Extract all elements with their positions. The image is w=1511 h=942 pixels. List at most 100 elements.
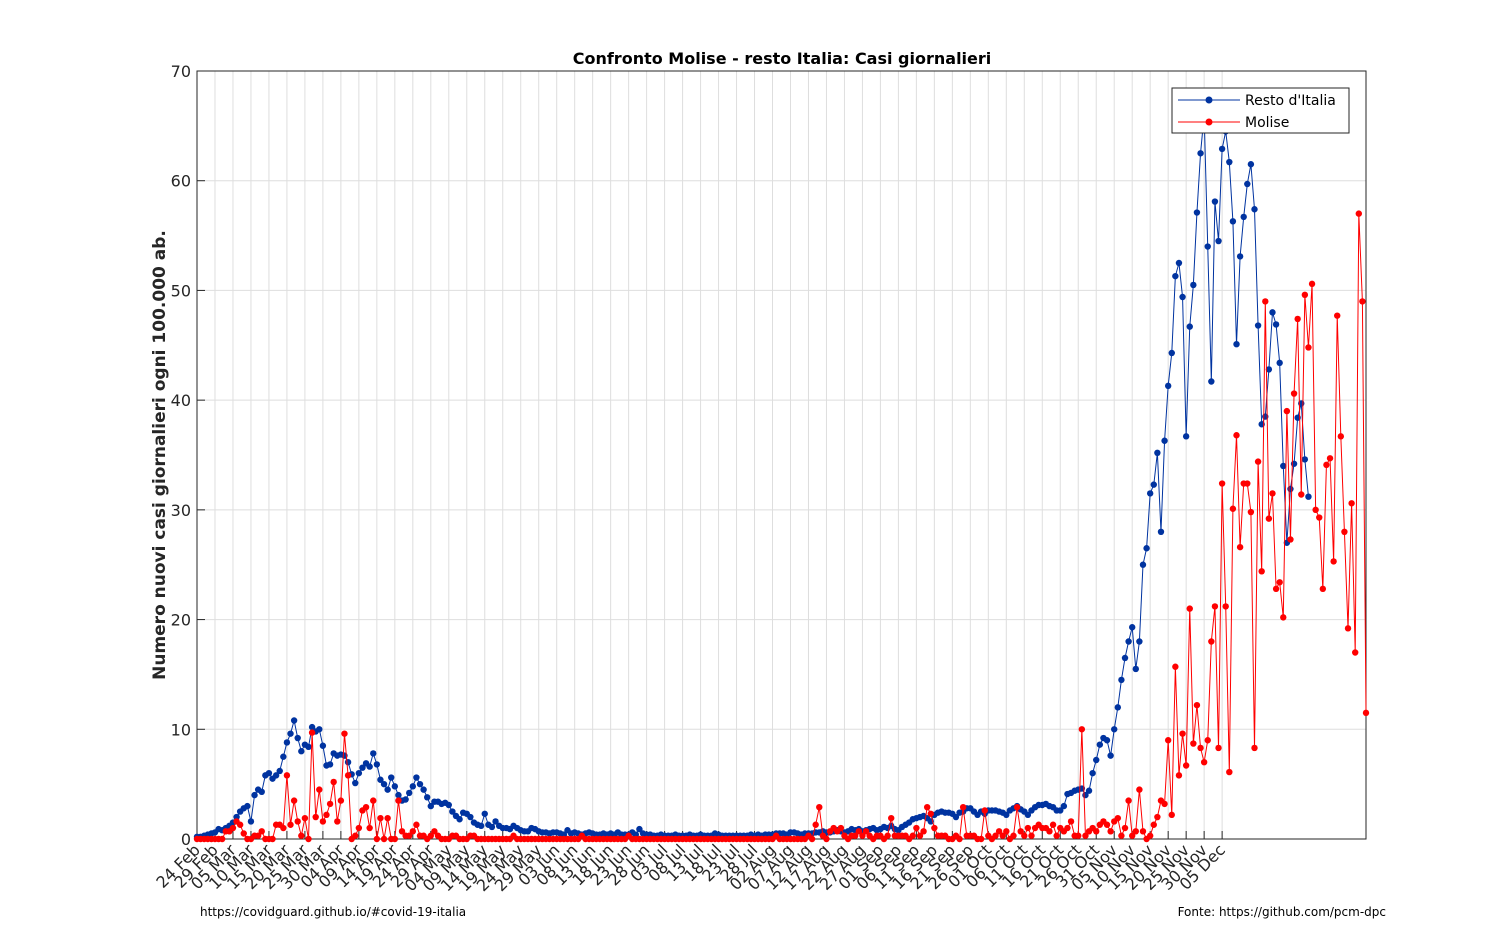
data-point xyxy=(1060,802,1068,810)
data-point xyxy=(366,824,373,832)
data-point xyxy=(308,723,316,731)
data-point xyxy=(323,811,330,819)
data-point xyxy=(884,832,891,839)
data-point xyxy=(1312,506,1319,514)
data-point xyxy=(1280,614,1287,621)
data-point xyxy=(1078,726,1086,733)
data-point xyxy=(956,835,963,843)
data-point xyxy=(330,778,337,786)
data-point xyxy=(384,786,391,793)
data-point xyxy=(326,761,334,768)
data-point xyxy=(380,780,388,788)
data-point xyxy=(236,821,244,828)
legend-box xyxy=(1171,87,1350,134)
data-point xyxy=(1272,321,1280,328)
data-point xyxy=(1121,654,1129,662)
data-point xyxy=(1082,832,1089,839)
data-point xyxy=(1003,828,1010,835)
data-point xyxy=(1244,480,1251,487)
legend-label-resto-italia: Resto d'Italia xyxy=(1245,93,1336,109)
data-point xyxy=(370,797,377,804)
data-point xyxy=(1280,462,1287,470)
y-tick-label: 70 xyxy=(171,62,191,81)
data-point xyxy=(233,813,240,821)
data-point xyxy=(1085,787,1093,794)
series-layer xyxy=(193,111,1370,843)
data-point xyxy=(1143,545,1150,552)
data-point xyxy=(1319,585,1327,593)
data-point xyxy=(298,748,305,755)
data-point xyxy=(1290,390,1298,397)
data-point xyxy=(1049,821,1057,828)
data-point xyxy=(1197,150,1204,157)
data-point xyxy=(1010,832,1017,839)
legend: Resto d'Italia Molise xyxy=(1171,87,1350,134)
data-point xyxy=(1154,449,1161,457)
data-point xyxy=(377,776,384,783)
y-tick-label: 20 xyxy=(171,611,191,630)
data-point xyxy=(1341,528,1348,535)
data-point xyxy=(312,813,319,821)
data-point xyxy=(931,824,938,832)
data-point xyxy=(308,729,316,736)
data-point xyxy=(366,763,373,770)
data-point xyxy=(1017,828,1024,835)
data-point xyxy=(1053,832,1060,839)
data-point xyxy=(1254,458,1262,465)
data-point xyxy=(316,726,323,733)
data-point xyxy=(258,828,265,835)
data-point xyxy=(1150,821,1157,828)
data-point xyxy=(909,832,916,839)
data-point xyxy=(1003,811,1010,819)
data-point xyxy=(852,832,859,839)
footer-source-url: https://covidguard.github.io/#covid-19-i… xyxy=(200,905,467,919)
plot-area xyxy=(196,70,1367,840)
data-point xyxy=(977,835,985,843)
data-point xyxy=(1265,366,1273,373)
series-0 xyxy=(193,111,1312,841)
data-point xyxy=(1276,579,1283,586)
data-point xyxy=(477,822,485,830)
data-point xyxy=(859,832,866,839)
data-point xyxy=(229,824,237,832)
data-point xyxy=(384,814,391,822)
series-1 xyxy=(193,210,1370,843)
data-point xyxy=(1236,253,1244,260)
data-point xyxy=(1136,638,1143,645)
data-point xyxy=(240,830,247,837)
data-point xyxy=(427,802,434,810)
data-point xyxy=(355,769,363,777)
data-point xyxy=(1305,493,1312,500)
data-point xyxy=(1161,800,1168,808)
data-point xyxy=(1175,259,1183,267)
grid xyxy=(196,70,1366,840)
data-point xyxy=(388,774,395,781)
data-point xyxy=(808,835,816,843)
data-point xyxy=(280,753,287,760)
data-point xyxy=(265,769,273,777)
data-point xyxy=(370,750,377,757)
data-point xyxy=(1308,280,1316,288)
data-point xyxy=(445,801,452,809)
data-point xyxy=(290,717,298,724)
data-point xyxy=(244,802,251,810)
data-point xyxy=(1215,744,1222,752)
data-point xyxy=(258,788,265,796)
data-point xyxy=(632,831,640,838)
data-point xyxy=(391,783,399,790)
data-point xyxy=(1179,293,1186,301)
data-point xyxy=(1262,298,1269,305)
data-point xyxy=(1211,198,1219,205)
data-point xyxy=(269,835,276,843)
y-tick-label: 0 xyxy=(181,830,191,849)
data-point xyxy=(1301,291,1309,299)
data-point xyxy=(1111,726,1118,733)
data-point xyxy=(1154,813,1161,821)
data-point xyxy=(1139,828,1147,835)
data-point xyxy=(1093,756,1100,764)
data-point xyxy=(1089,769,1096,777)
data-point xyxy=(1186,605,1193,612)
data-point xyxy=(409,828,417,835)
data-point xyxy=(456,816,463,823)
